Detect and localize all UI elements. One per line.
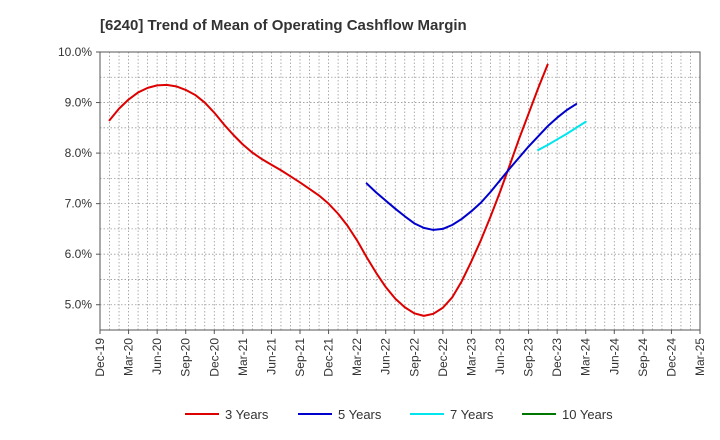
- x-tick-label: Sep-21: [293, 338, 307, 377]
- x-tick-label: Sep-22: [407, 338, 421, 377]
- x-tick-label: Dec-22: [436, 338, 450, 377]
- x-tick-label: Dec-24: [664, 338, 678, 377]
- x-tick-label: Jun-24: [607, 338, 621, 375]
- x-tick-label: Sep-23: [522, 338, 536, 377]
- x-tick-label: Jun-21: [264, 338, 278, 375]
- x-tick-label: Mar-20: [122, 338, 136, 376]
- legend-label: 3 Years: [225, 407, 269, 422]
- x-tick-label: Mar-25: [693, 338, 707, 376]
- y-tick-label: 6.0%: [65, 247, 93, 261]
- x-tick-label: Mar-23: [464, 338, 478, 376]
- x-tick-label: Sep-20: [179, 338, 193, 377]
- x-tick-label: Dec-20: [207, 338, 221, 377]
- grid: [100, 52, 700, 330]
- y-tick-label: 8.0%: [65, 146, 93, 160]
- y-tick-label: 10.0%: [58, 45, 92, 59]
- series-line-5-years: [365, 103, 578, 231]
- x-tick-label: Dec-19: [93, 338, 107, 377]
- x-tick-label: Dec-23: [550, 338, 564, 377]
- y-tick-label: 5.0%: [65, 298, 93, 312]
- legend-label: 10 Years: [562, 407, 613, 422]
- axes: 5.0% 6.0% 7.0% 8.0% 9.0% 10.0% Dec-19 Mar-20 Jun…: [58, 45, 707, 377]
- x-tick-label: Jun-22: [379, 338, 393, 375]
- y-tick-label: 9.0%: [65, 96, 93, 110]
- legend-label: 7 Years: [450, 407, 494, 422]
- x-tick-label: Mar-21: [236, 338, 250, 376]
- x-tick-label: Mar-22: [350, 338, 364, 376]
- plot-frame: [99, 51, 701, 331]
- x-tick-label: Jun-20: [150, 338, 164, 375]
- series-line-7-years: [537, 120, 587, 152]
- x-tick-label: Jun-23: [493, 338, 507, 375]
- legend-label: 5 Years: [338, 407, 382, 422]
- x-tick-label: Dec-21: [322, 338, 336, 377]
- chart-title: [6240] Trend of Mean of Operating Cashfl…: [100, 17, 467, 34]
- legend: 3 Years 5 Years 7 Years 10 Years: [185, 407, 613, 422]
- x-tick-label: Sep-24: [636, 338, 650, 377]
- series-line-3-years: [108, 63, 549, 317]
- x-tick-label: Mar-24: [579, 338, 593, 376]
- series-layer: [108, 63, 587, 317]
- y-tick-label: 7.0%: [65, 197, 93, 211]
